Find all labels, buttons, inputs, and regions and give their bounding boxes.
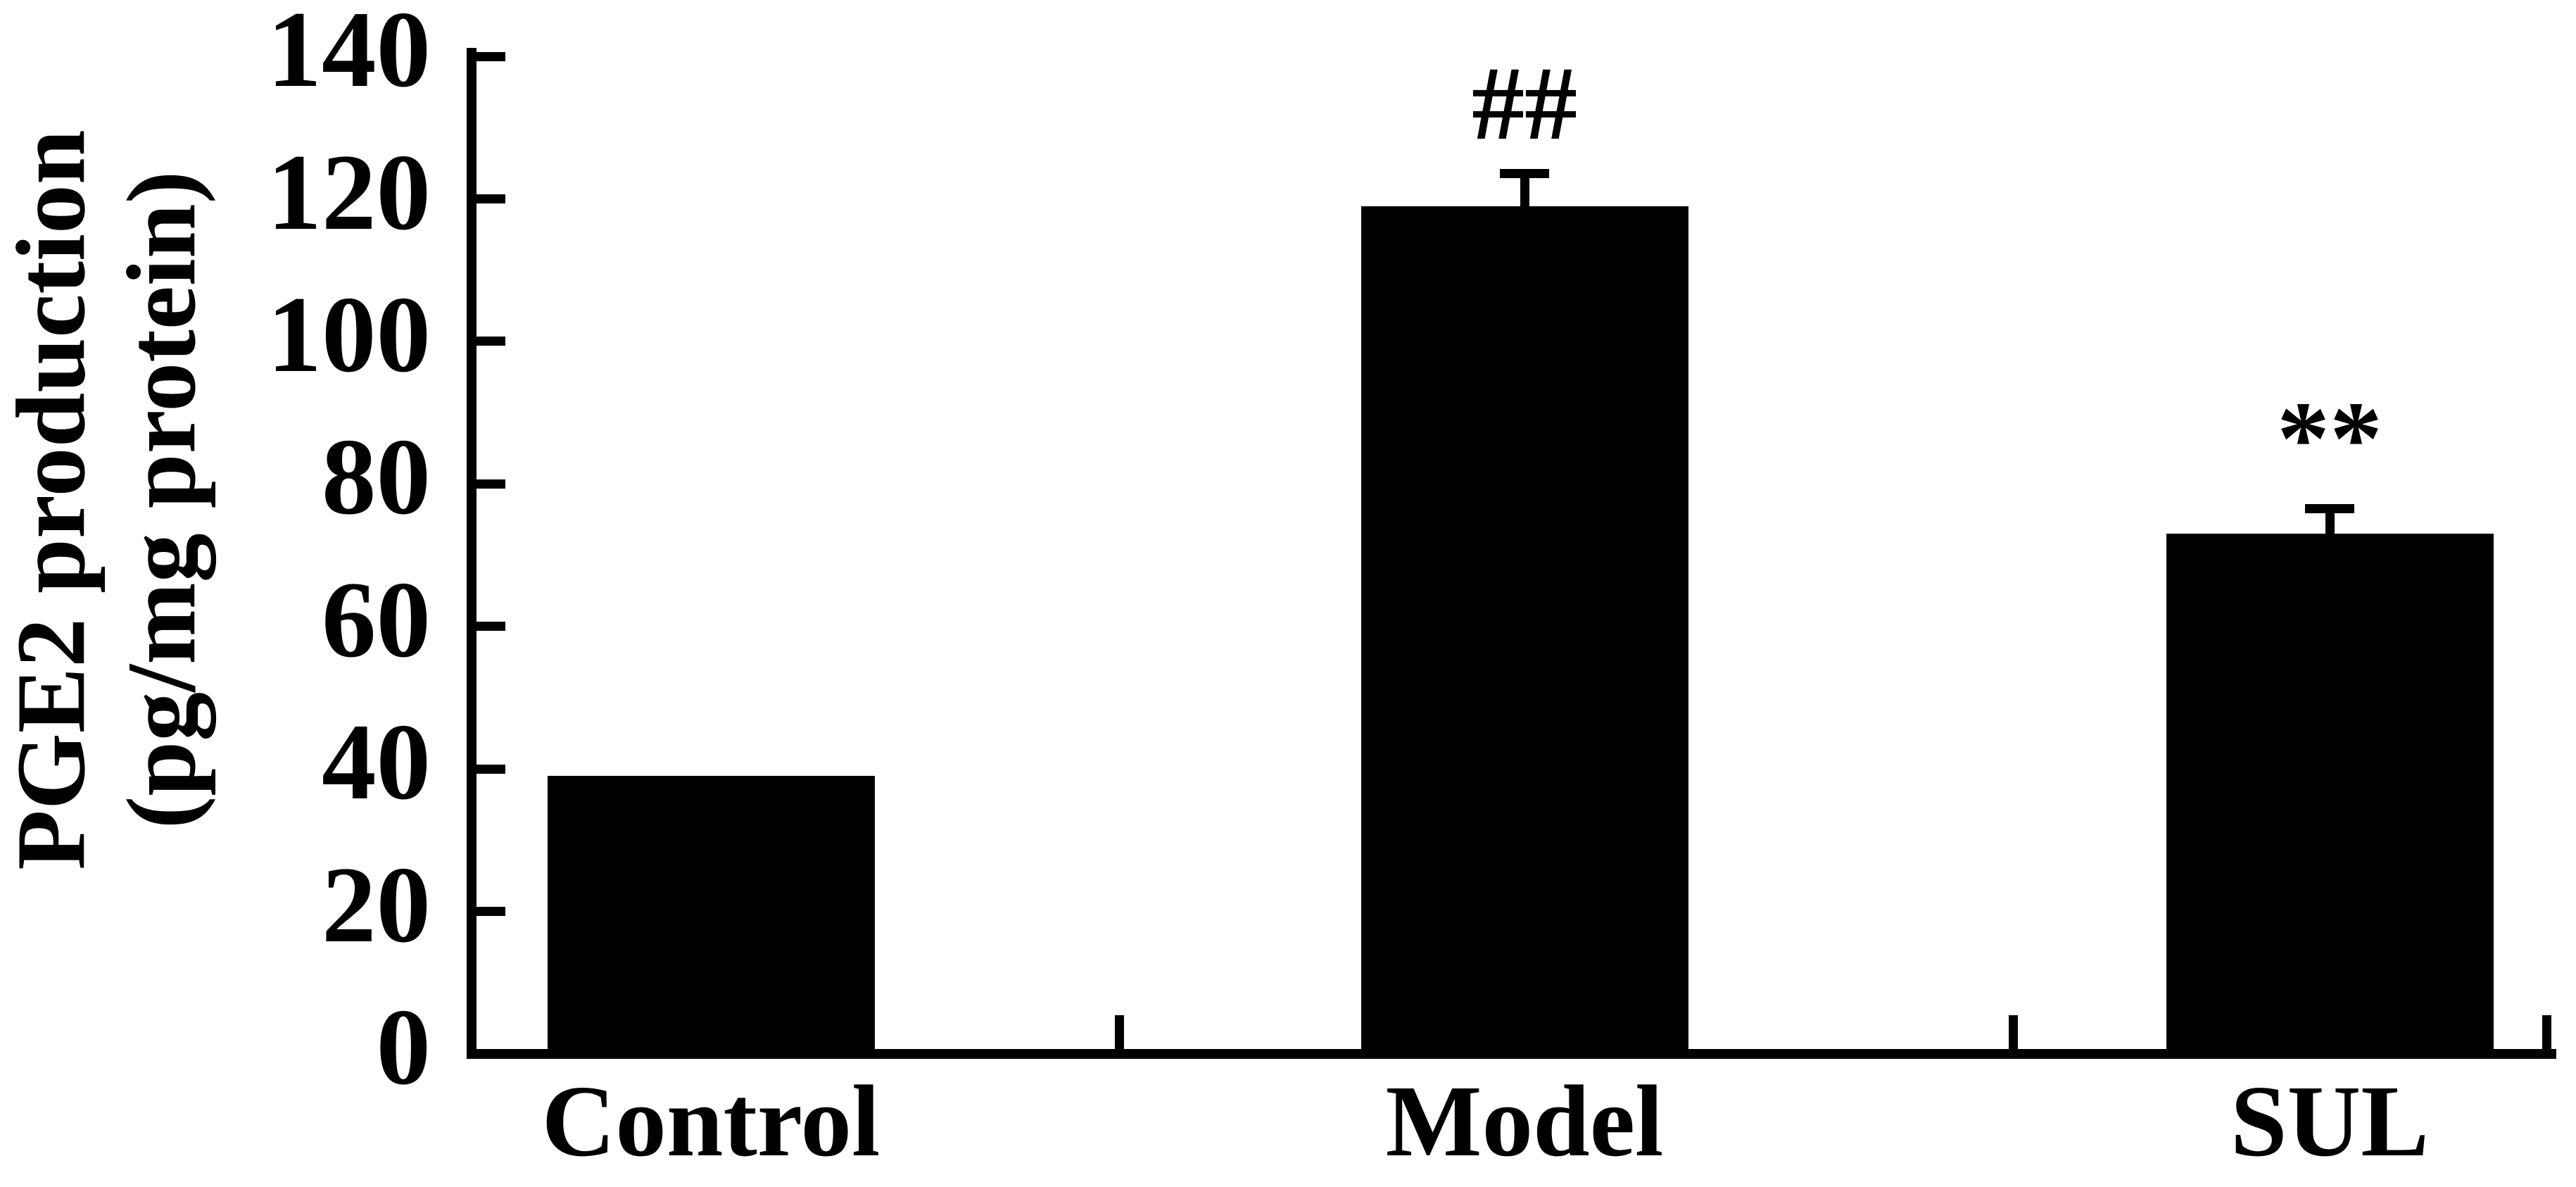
significance-annotation-model: ## [1472, 45, 1577, 162]
x-category-label-model: Model [1385, 1065, 1664, 1178]
x-tick-mark [2009, 1015, 2018, 1054]
y-tick-mark [467, 622, 505, 631]
y-tick-mark [467, 194, 505, 203]
x-tick-mark [1115, 1015, 1124, 1054]
y-tick-label: 40 [322, 701, 431, 822]
bar-control [548, 776, 875, 1056]
y-tick-label: 20 [322, 844, 431, 965]
error-bar-cap-sul [2305, 504, 2354, 513]
y-tick-label: 120 [267, 132, 431, 253]
bar-sul [2166, 534, 2494, 1056]
error-bar-stem-sul [2325, 509, 2335, 534]
y-axis-line [467, 48, 476, 1059]
y-tick-label: 0 [376, 986, 431, 1107]
y-tick-mark [467, 765, 505, 774]
y-tick-label: 140 [267, 0, 431, 110]
y-tick-mark [467, 907, 505, 916]
y-tick-label: 60 [322, 559, 431, 680]
y-tick-mark [467, 479, 505, 489]
y-tick-label: 100 [267, 274, 431, 395]
error-bar-stem-model [1520, 174, 1529, 206]
bar-model [1361, 206, 1688, 1056]
y-tick-label: 80 [322, 416, 431, 537]
y-tick-mark [467, 337, 505, 346]
x-category-label-control: Control [541, 1065, 880, 1178]
x-tick-mark [2542, 1015, 2551, 1054]
significance-annotation-sul: ** [2277, 380, 2382, 497]
y-tick-mark [467, 52, 505, 61]
x-category-label-sul: SUL [2230, 1065, 2430, 1178]
error-bar-cap-model [1500, 169, 1549, 178]
